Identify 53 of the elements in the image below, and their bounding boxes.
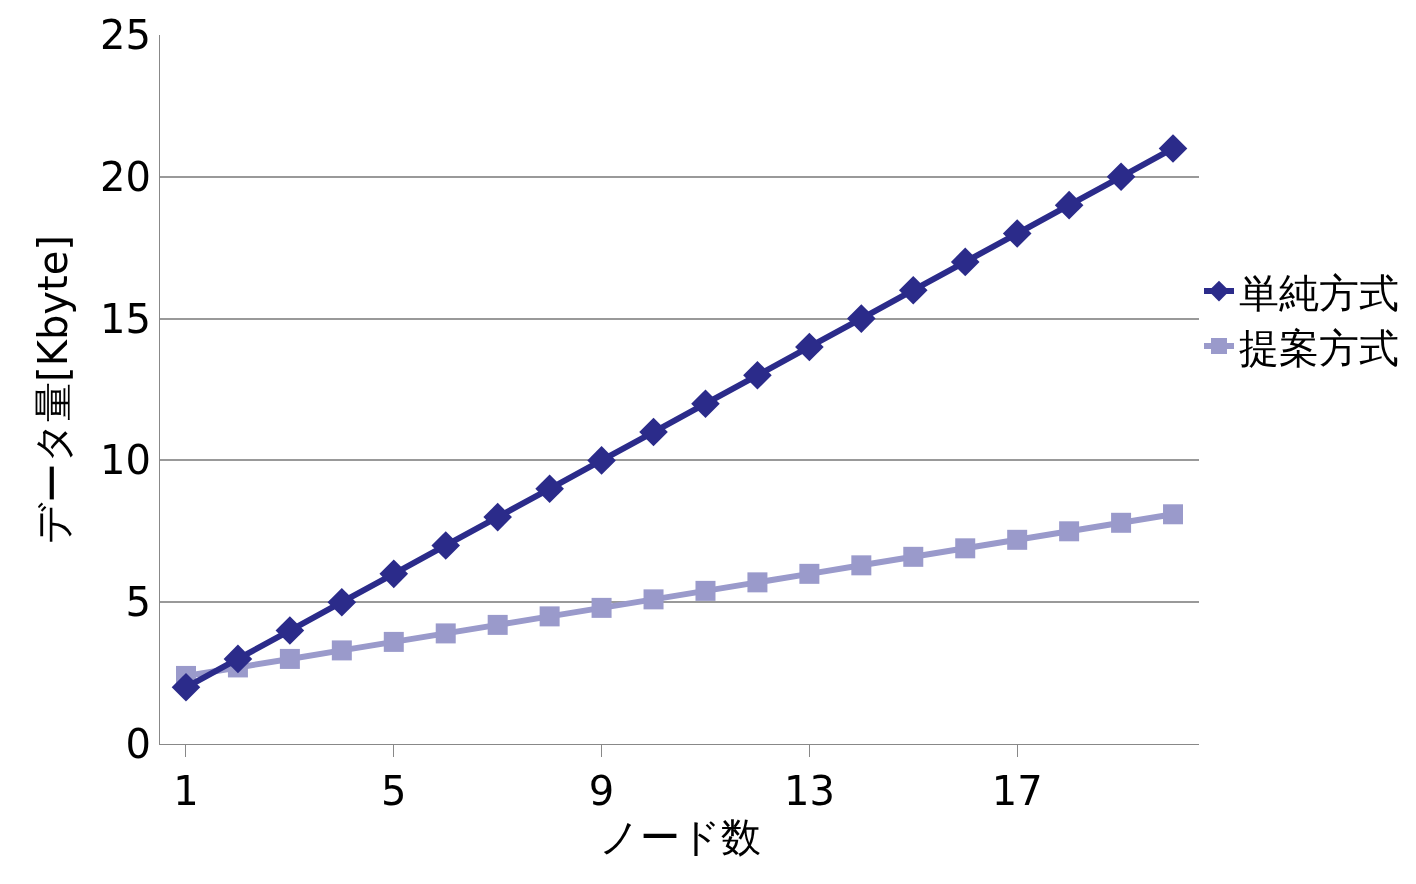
point	[955, 538, 976, 559]
point	[950, 247, 980, 277]
point	[327, 587, 357, 617]
point	[483, 502, 512, 532]
point	[639, 417, 668, 447]
x-tick-label: 1	[173, 768, 199, 814]
point	[223, 644, 253, 674]
point	[1163, 504, 1184, 525]
legend-label: 単純方式	[1239, 269, 1399, 316]
point	[487, 614, 508, 635]
point	[379, 559, 409, 589]
point	[747, 572, 768, 593]
y-tick-label: 5	[125, 579, 151, 626]
y-tick-label: 20	[100, 153, 151, 200]
point	[1158, 134, 1188, 163]
y-tick-label: 15	[100, 295, 151, 342]
x-tick-label: 13	[783, 768, 835, 814]
point	[383, 631, 404, 652]
point	[1111, 512, 1132, 533]
point	[1106, 162, 1136, 192]
point	[1002, 219, 1032, 248]
point	[1007, 529, 1028, 550]
point	[743, 361, 772, 390]
point	[691, 389, 720, 418]
point	[431, 531, 461, 560]
point	[435, 623, 456, 644]
point	[847, 304, 876, 333]
point	[587, 446, 616, 475]
point	[1054, 190, 1084, 220]
x-axis-title: ノード数	[598, 814, 761, 860]
y-tick-label: 10	[100, 437, 151, 484]
point	[695, 580, 716, 601]
point	[591, 597, 612, 618]
point	[171, 672, 201, 702]
point	[539, 606, 560, 627]
point	[535, 474, 564, 504]
x-tick-label: 17	[991, 768, 1043, 814]
point	[903, 546, 924, 567]
y-tick-label: 0	[125, 721, 151, 767]
y-axis-title: データ量[Kbyte]	[29, 235, 76, 544]
point	[898, 275, 928, 305]
x-tick-label: 9	[588, 768, 615, 814]
point	[279, 648, 300, 669]
point	[275, 616, 305, 645]
point	[331, 640, 352, 661]
x-tick-label: 5	[381, 768, 407, 814]
legend-label: 提案方式	[1239, 324, 1399, 371]
point	[643, 589, 664, 610]
y-tick-label: 25	[100, 12, 151, 58]
point	[799, 563, 820, 584]
point	[795, 332, 824, 362]
point	[851, 555, 872, 576]
point	[1059, 521, 1080, 542]
